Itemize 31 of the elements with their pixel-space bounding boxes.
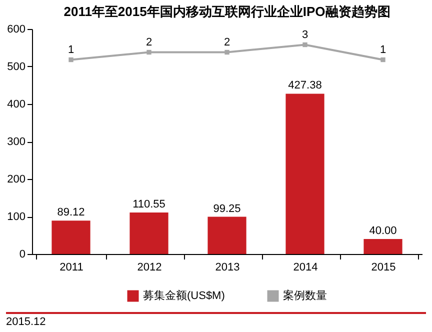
x-tick-label: 2012 bbox=[137, 262, 162, 274]
data-label: 1 bbox=[380, 44, 386, 56]
data-label: 99.25 bbox=[213, 202, 241, 215]
data-label: 40.00 bbox=[369, 225, 397, 237]
data-label: 2 bbox=[146, 36, 152, 48]
x-tick-label: 2015 bbox=[371, 262, 396, 274]
legend-label: 案例数量 bbox=[283, 289, 327, 302]
y-tick-label: 100 bbox=[7, 211, 26, 223]
y-tick-label: 200 bbox=[7, 174, 26, 186]
y-tick-label: 400 bbox=[7, 98, 26, 110]
bar bbox=[286, 94, 324, 254]
data-label: 89.12 bbox=[57, 206, 85, 219]
legend-label: 募集金额(US$M) bbox=[143, 289, 225, 302]
data-label: 3 bbox=[302, 28, 308, 41]
data-label: 2 bbox=[224, 36, 230, 48]
x-tick-label: 2011 bbox=[60, 262, 84, 274]
y-tick-label: 500 bbox=[7, 61, 26, 73]
y-tick-label: 0 bbox=[19, 248, 26, 260]
data-label: 427.38 bbox=[288, 80, 322, 92]
bar bbox=[208, 216, 246, 254]
chart-title: 2011年至2015年国内移动互联网行业企业IPO融资趋势图 bbox=[64, 4, 390, 19]
y-tick-label: 600 bbox=[7, 24, 26, 36]
bar bbox=[364, 239, 402, 254]
data-label: 1 bbox=[68, 44, 74, 56]
text: 2015.12 bbox=[6, 312, 426, 328]
data-label: 110.55 bbox=[132, 198, 166, 211]
bar bbox=[52, 220, 90, 254]
y-tick-label: 300 bbox=[7, 136, 26, 148]
x-tick-label: 2014 bbox=[293, 262, 318, 274]
bar bbox=[130, 212, 168, 254]
x-tick-label: 2013 bbox=[215, 262, 240, 274]
